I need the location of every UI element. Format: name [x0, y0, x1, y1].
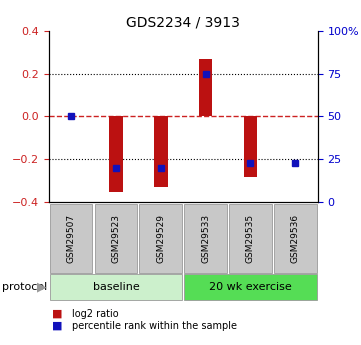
- Text: GSM29536: GSM29536: [291, 214, 300, 263]
- Text: log2 ratio: log2 ratio: [72, 309, 119, 319]
- Bar: [154, 117, 168, 187]
- Text: GSM29523: GSM29523: [112, 214, 121, 263]
- Text: GSM29533: GSM29533: [201, 214, 210, 263]
- Text: GSM29535: GSM29535: [246, 214, 255, 263]
- Text: GSM29529: GSM29529: [156, 214, 165, 263]
- Text: 20 wk exercise: 20 wk exercise: [209, 282, 292, 292]
- Bar: [288, 116, 302, 117]
- Bar: [244, 117, 257, 177]
- Text: ▶: ▶: [37, 281, 47, 294]
- Bar: [109, 117, 123, 192]
- Text: GSM29507: GSM29507: [67, 214, 76, 263]
- Text: percentile rank within the sample: percentile rank within the sample: [72, 321, 237, 331]
- Title: GDS2234 / 3913: GDS2234 / 3913: [126, 16, 240, 30]
- Text: baseline: baseline: [92, 282, 139, 292]
- Bar: [64, 116, 78, 117]
- Text: ■: ■: [52, 309, 63, 319]
- Bar: [199, 59, 212, 117]
- Text: ■: ■: [52, 321, 63, 331]
- Text: protocol: protocol: [2, 282, 47, 292]
